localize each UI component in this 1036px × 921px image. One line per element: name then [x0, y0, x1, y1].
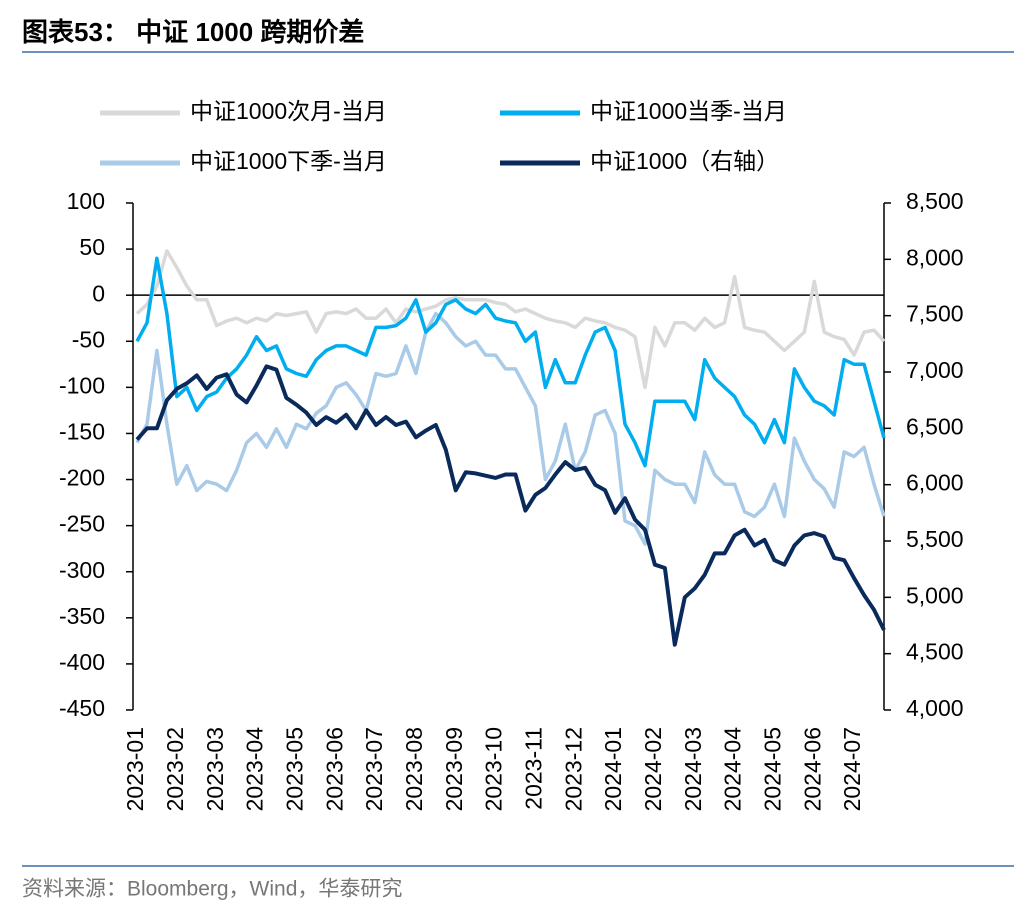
x-tick-label: 2023-03: [202, 727, 228, 811]
y2-tick-label: 5,000: [906, 582, 964, 608]
series-line: [135, 256, 886, 468]
x-tick-label: 2024-02: [640, 727, 666, 811]
x-tick-label: 2024-07: [839, 727, 865, 811]
x-tick-label: 2024-01: [600, 727, 626, 811]
x-tick-label: 2024-05: [760, 727, 786, 811]
y-tick-label: -200: [59, 465, 105, 491]
y2-tick-label: 5,500: [906, 526, 964, 552]
y-tick-label: 0: [92, 280, 105, 306]
x-tick-label: 2023-09: [441, 727, 467, 811]
x-tick-label: 2023-06: [321, 727, 347, 811]
x-tick-label: 2023-08: [401, 727, 427, 811]
y-tick-label: 50: [79, 234, 105, 260]
y-tick-label: 100: [67, 188, 105, 214]
legend-label: 中证1000（右轴）: [590, 148, 779, 174]
y-tick-label: -400: [59, 649, 105, 675]
y2-tick-label: 7,500: [906, 301, 964, 327]
y2-tick-label: 8,000: [906, 244, 964, 270]
x-tick-label: 2023-12: [560, 727, 586, 811]
x-tick-label: 2023-07: [361, 727, 387, 811]
series-line: [135, 311, 886, 546]
y2-tick-label: 4,000: [906, 695, 964, 721]
x-tick-label: 2023-02: [162, 727, 188, 811]
y-tick-label: -50: [72, 326, 105, 352]
y-tick-label: -350: [59, 603, 105, 629]
y2-tick-label: 8,500: [906, 188, 964, 214]
y-tick-label: -300: [59, 557, 105, 583]
series-line: [135, 249, 886, 390]
x-tick-label: 2023-04: [242, 727, 268, 812]
source: 资料来源：Bloomberg，Wind，华泰研究: [22, 878, 402, 901]
y-tick-label: -150: [59, 419, 105, 445]
y-tick-label: -250: [59, 511, 105, 537]
legend-label: 中证1000当季-当月: [590, 98, 787, 124]
x-tick-label: 2023-10: [481, 727, 507, 811]
legend-label: 中证1000次月-当月: [190, 98, 387, 124]
y2-tick-label: 6,000: [906, 470, 964, 496]
x-tick-label: 2024-03: [680, 727, 706, 811]
x-tick-label: 2024-06: [799, 727, 825, 811]
legend-label: 中证1000下季-当月: [190, 148, 387, 174]
title: 图表53： 中证 1000 跨期价差: [22, 17, 364, 47]
y2-tick-label: 6,500: [906, 413, 964, 439]
y-tick-label: -450: [59, 695, 105, 721]
y2-tick-label: 4,500: [906, 639, 964, 665]
y-tick-label: -100: [59, 372, 105, 398]
x-tick-label: 2023-05: [281, 727, 307, 811]
x-tick-label: 2024-04: [720, 727, 746, 812]
series-line: [135, 364, 886, 647]
x-tick-label: 2023-01: [122, 727, 148, 811]
y2-tick-label: 7,000: [906, 357, 964, 383]
x-tick-label: 2023-11: [520, 727, 546, 810]
